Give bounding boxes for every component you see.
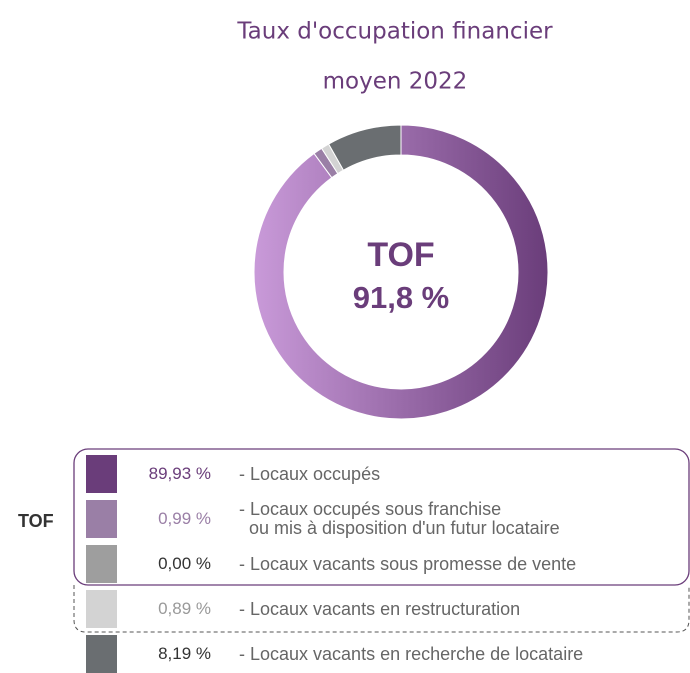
- donut-segment: [327, 124, 402, 171]
- legend-label: - Locaux occupés sous franchise ou mis à…: [239, 499, 560, 538]
- title-line: moyen 2022: [323, 69, 468, 95]
- center-value: 91,8 %: [353, 280, 450, 315]
- value-label: 0,99 %: [158, 509, 211, 528]
- legend-swatch: [86, 455, 117, 493]
- value-label: 0,00 %: [158, 554, 211, 573]
- legend-label: - Locaux vacants en restructuration: [239, 598, 521, 619]
- group-bracket: [73, 448, 690, 586]
- legend-swatch: [86, 500, 117, 538]
- title-line: Taux d'occupation financier: [236, 19, 553, 45]
- legend-row: 0,99 % - Locaux occupés sous franchise ou…: [86, 500, 560, 538]
- value-label: 89,93 %: [148, 464, 211, 483]
- legend-label: - Locaux vacants sous promesse de vente: [239, 553, 577, 574]
- legend-label: - Locaux vacants en recherche de locatai…: [239, 643, 584, 664]
- group-bracket-dashed: [73, 585, 690, 633]
- donut-segment: [253, 124, 549, 420]
- legend-row: 89,93 % - Locaux occupés: [86, 455, 380, 493]
- legend-swatch: [86, 635, 117, 673]
- center-label: TOF: [367, 236, 434, 274]
- legend-label: - Locaux occupés: [239, 463, 381, 484]
- value-label: 8,19 %: [158, 644, 211, 663]
- legend-row: 0,00 % - Locaux vacants sous promesse de …: [86, 545, 576, 583]
- value-label: 0,89 %: [158, 599, 211, 618]
- group-label: TOF: [18, 511, 54, 531]
- legend-row: 0,89 % - Locaux vacants en restructuratio…: [86, 590, 520, 628]
- legend-row: 8,19 % - Locaux vacants en recherche de l…: [86, 635, 583, 673]
- legend-swatch: [86, 590, 117, 628]
- legend-swatch: [86, 545, 117, 583]
